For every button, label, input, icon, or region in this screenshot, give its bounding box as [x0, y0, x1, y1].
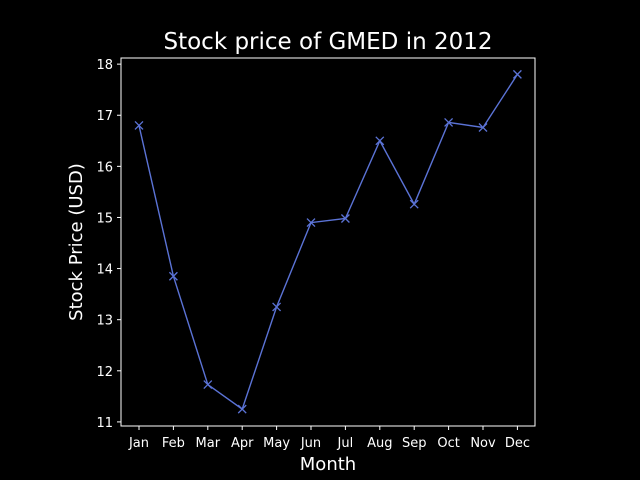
- y-tick-label: 11: [96, 416, 113, 431]
- y-tick-label: 14: [96, 263, 113, 278]
- x-tick-label: Jan: [128, 436, 149, 451]
- data-point-marker: [444, 117, 454, 127]
- y-tick-label: 12: [96, 365, 113, 380]
- data-point-marker: [512, 69, 522, 79]
- x-tick-label: Dec: [505, 436, 530, 451]
- x-axis-label: Month: [300, 454, 356, 475]
- chart-title: Stock price of GMED in 2012: [163, 29, 492, 55]
- data-point-marker: [203, 380, 213, 390]
- data-point-marker: [272, 302, 282, 312]
- x-tick-label: May: [263, 436, 290, 451]
- y-tick-label: 16: [96, 160, 113, 175]
- x-tick-label: Jun: [300, 436, 321, 451]
- x-tick-label: Sep: [402, 436, 427, 451]
- x-axis: Jan Feb Mar Apr May Jun Jul Aug Sep Oct Nov Dec: [128, 426, 530, 451]
- x-tick-label: Nov: [470, 436, 496, 451]
- series-markers: [134, 69, 522, 414]
- x-tick-label: Aug: [367, 436, 392, 451]
- x-tick-label: Feb: [162, 436, 185, 451]
- data-point-marker: [375, 136, 385, 146]
- data-point-marker: [237, 404, 247, 414]
- y-tick-label: 18: [96, 58, 113, 73]
- data-point-marker: [306, 218, 316, 228]
- x-tick-label: Apr: [231, 436, 254, 451]
- x-tick-label: Oct: [437, 436, 459, 451]
- data-point-marker: [134, 121, 144, 130]
- series-line: [138, 74, 518, 411]
- y-axis: 11 12 13 14 15 16 17 18: [96, 58, 121, 431]
- data-point-marker: [340, 214, 350, 223]
- y-tick-label: 17: [96, 109, 113, 124]
- data-point-marker: [168, 271, 178, 281]
- data-point-marker: [409, 199, 419, 209]
- x-tick-label: Mar: [196, 436, 221, 451]
- y-tick-label: 15: [96, 211, 113, 226]
- x-tick-label: Jul: [337, 436, 354, 451]
- data-point-marker: [478, 123, 488, 132]
- y-axis-label: Stock Price (USD): [66, 163, 87, 321]
- y-tick-label: 13: [96, 314, 113, 329]
- plot-area: [120, 57, 536, 427]
